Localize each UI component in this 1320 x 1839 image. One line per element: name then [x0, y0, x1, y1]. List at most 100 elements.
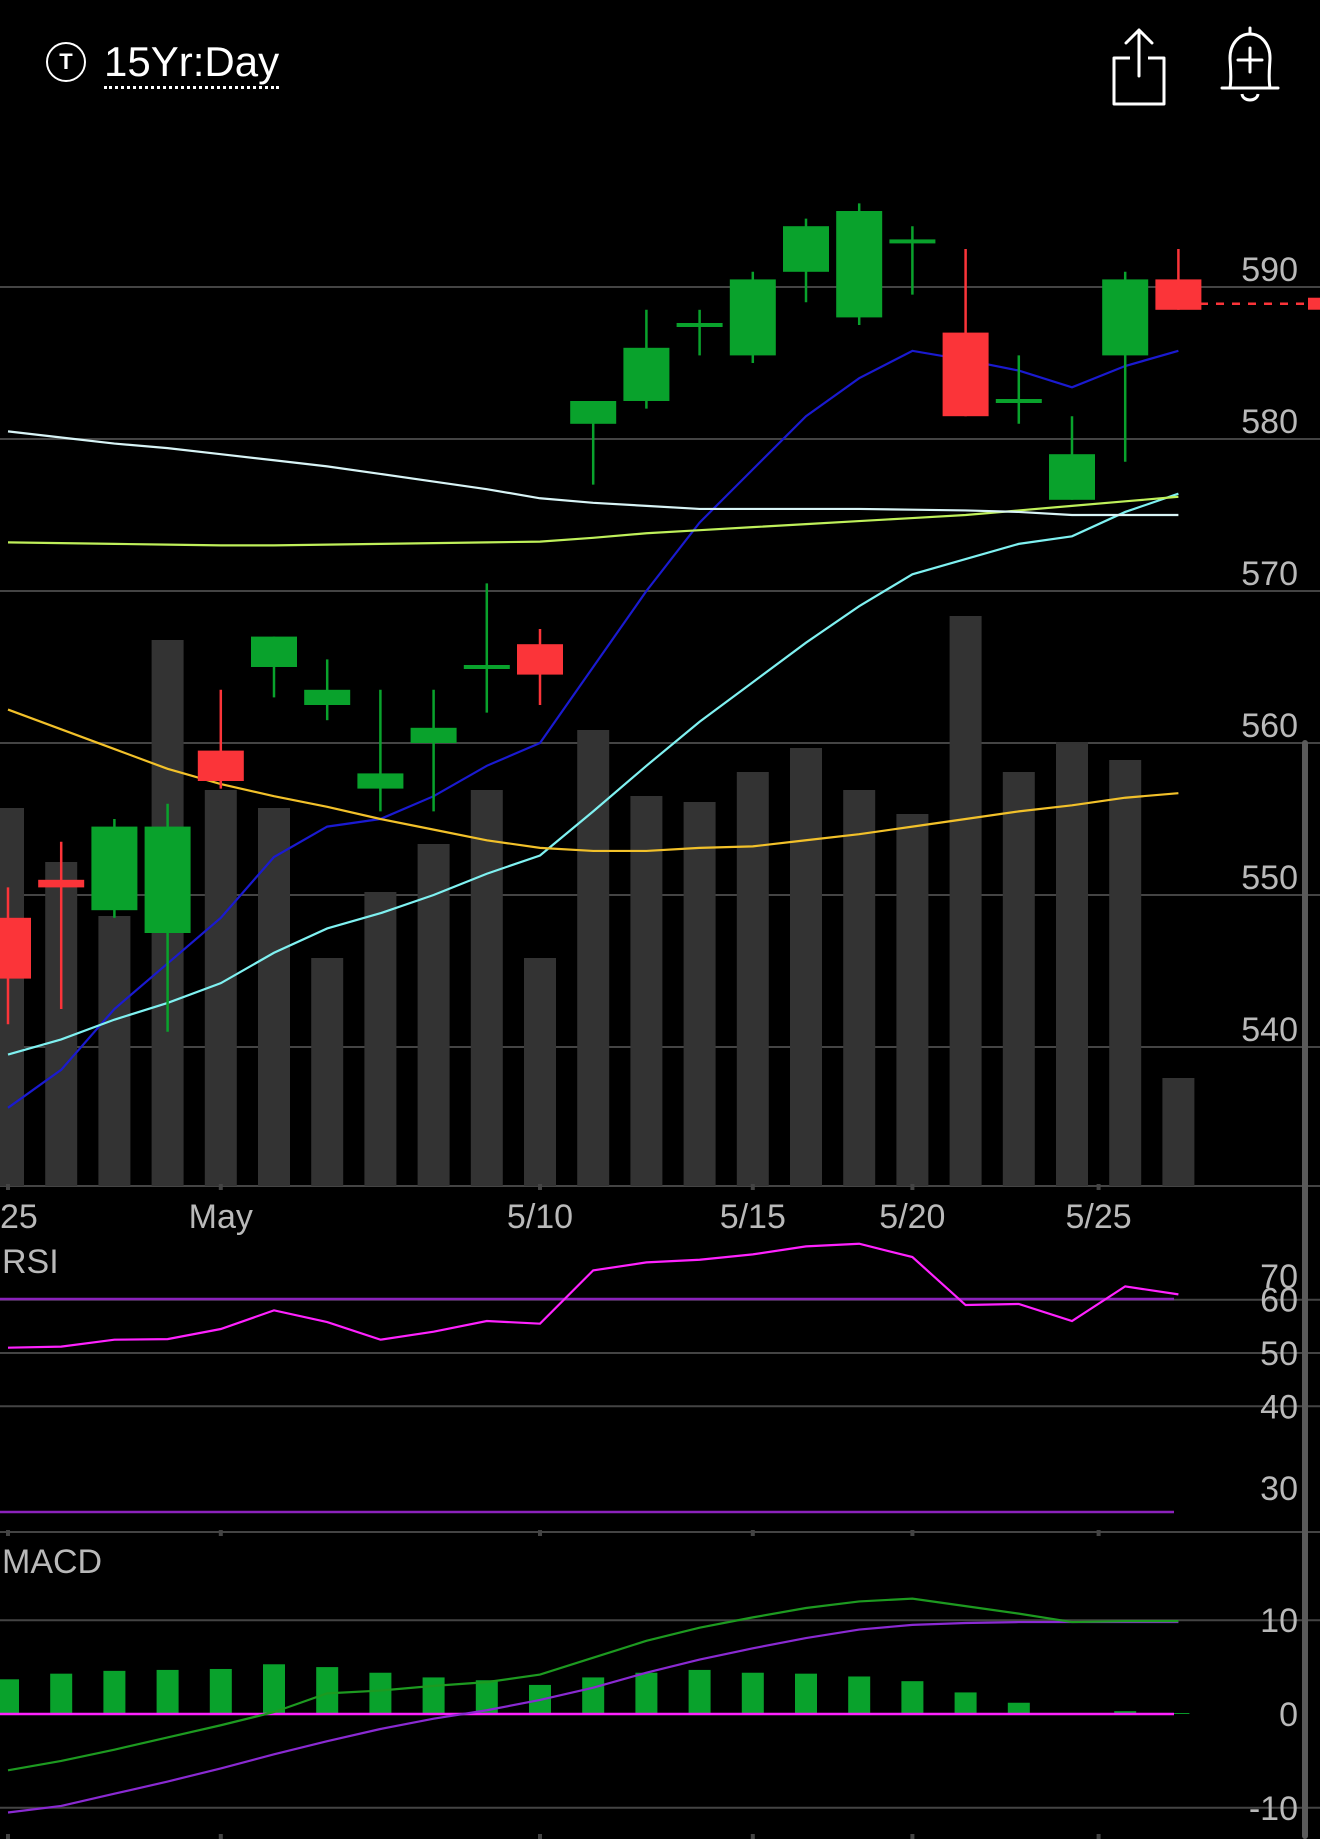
macd-histogram-bar [1167, 1713, 1190, 1714]
macd-histogram-bar [0, 1679, 19, 1714]
volume-bar [98, 916, 131, 1186]
moving-average-line [7, 492, 1179, 1056]
volume-bar [364, 892, 397, 1186]
macd-histogram-bar [1114, 1711, 1137, 1714]
volume-bar [1109, 760, 1142, 1186]
candle-body [144, 826, 191, 933]
last-price-marker [1308, 297, 1320, 310]
volume-bars [0, 616, 1195, 1186]
volume-bar [630, 796, 663, 1186]
price-tick-label: 580 [1241, 403, 1298, 441]
volume-bar [470, 790, 503, 1186]
macd-histogram-bar [741, 1672, 764, 1714]
scrollbar-thumb [1302, 740, 1308, 1839]
rsi-label: RSI [2, 1243, 59, 1281]
moving-average-line [7, 430, 1179, 517]
macd-tick-label: 10 [1260, 1602, 1298, 1640]
macd-histogram-bar [848, 1676, 871, 1714]
date-tick-label: 5/15 [720, 1198, 786, 1236]
macd-histogram-bar [369, 1672, 392, 1714]
candle-body [783, 226, 829, 272]
candle-body [0, 917, 31, 979]
volume-bar [896, 814, 929, 1186]
candle-body [995, 399, 1042, 403]
date-axis: 25 May 5/10 5/15 5/20 5/25 [0, 1184, 1132, 1839]
rsi-tick-label: 70 [1260, 1258, 1298, 1296]
candle-body [410, 727, 457, 743]
macd-histogram-bar [209, 1668, 232, 1714]
volume-bar [258, 808, 290, 1186]
moving-average-line [7, 495, 1179, 547]
candle-body [1155, 279, 1202, 310]
candle-body [1102, 279, 1149, 356]
candle-body [517, 644, 563, 675]
volume-bar [736, 772, 769, 1186]
candle-body [463, 665, 510, 669]
candle-body [91, 826, 138, 911]
macd-histogram-bar [316, 1667, 339, 1714]
scrollbar[interactable] [1302, 740, 1308, 1839]
candle-body [570, 401, 617, 424]
candle-body [676, 323, 723, 327]
rsi-tick-label: 30 [1260, 1470, 1298, 1508]
rsi-tick-label: 60 [1260, 1282, 1298, 1320]
macd-histogram-bar [50, 1673, 73, 1714]
price-tick-label: 590 [1241, 251, 1298, 289]
volume-bar [1162, 1078, 1195, 1186]
candle-body [889, 239, 936, 244]
macd-panel: MACD 10 0 -10 [0, 1543, 1320, 1828]
price-tick-label: 550 [1241, 859, 1298, 897]
period-selector[interactable]: 15Yr:Day [104, 38, 280, 89]
candle-body [251, 636, 297, 667]
macd-tick-label: 0 [1279, 1696, 1298, 1734]
macd-histogram-bar [954, 1692, 977, 1714]
macd-histogram-bar [795, 1673, 817, 1714]
candle-body [1049, 454, 1095, 500]
share-icon[interactable] [1108, 26, 1170, 108]
price-tick-label: 570 [1241, 555, 1298, 593]
macd-histogram-bar [901, 1681, 924, 1714]
volume-bar [0, 808, 24, 1186]
rsi-tick-label: 50 [1260, 1335, 1298, 1373]
candle-body [197, 750, 244, 781]
volume-bar [311, 958, 344, 1186]
macd-label: MACD [2, 1543, 102, 1581]
macd-histogram-bar [1007, 1702, 1030, 1714]
rsi-tick-label: 40 [1260, 1388, 1298, 1426]
volume-bar [683, 802, 716, 1186]
volume-bar [949, 616, 982, 1186]
candle-body [942, 332, 989, 417]
macd-histogram-bar [688, 1669, 711, 1714]
ticker-circle-icon[interactable]: T [46, 42, 86, 82]
macd-histogram-bar [263, 1664, 285, 1714]
macd-line [7, 1597, 1179, 1772]
price-tick-label: 560 [1241, 707, 1298, 745]
date-tick-label: 5/25 [1066, 1198, 1132, 1236]
bell-plus-icon[interactable] [1218, 24, 1282, 108]
rsi-line [7, 1242, 1179, 1349]
candle-body [357, 773, 404, 789]
date-tick-label: 25 [0, 1198, 38, 1236]
candle-body [836, 211, 883, 318]
date-tick-label: 5/10 [507, 1198, 573, 1236]
volume-bar [417, 844, 450, 1186]
volume-bar [577, 730, 610, 1186]
candle-body [304, 689, 351, 705]
candlesticks [0, 203, 1320, 1032]
macd-signal-line [7, 1620, 1179, 1814]
candle-body [729, 279, 776, 356]
macd-tick-label: -10 [1249, 1790, 1298, 1828]
volume-bar [1002, 772, 1035, 1186]
macd-histogram-bar [635, 1672, 658, 1714]
date-tick-label: May [189, 1198, 253, 1236]
macd-histogram-bar [582, 1677, 605, 1714]
price-axis: 540 550 560 570 580 590 [1241, 251, 1298, 1049]
volume-bar [524, 958, 556, 1186]
price-tick-label: 540 [1241, 1011, 1298, 1049]
macd-histogram-bar [156, 1669, 179, 1714]
volume-bar [790, 748, 822, 1186]
macd-histogram-bar [422, 1677, 445, 1714]
date-tick-label: 5/20 [879, 1198, 945, 1236]
